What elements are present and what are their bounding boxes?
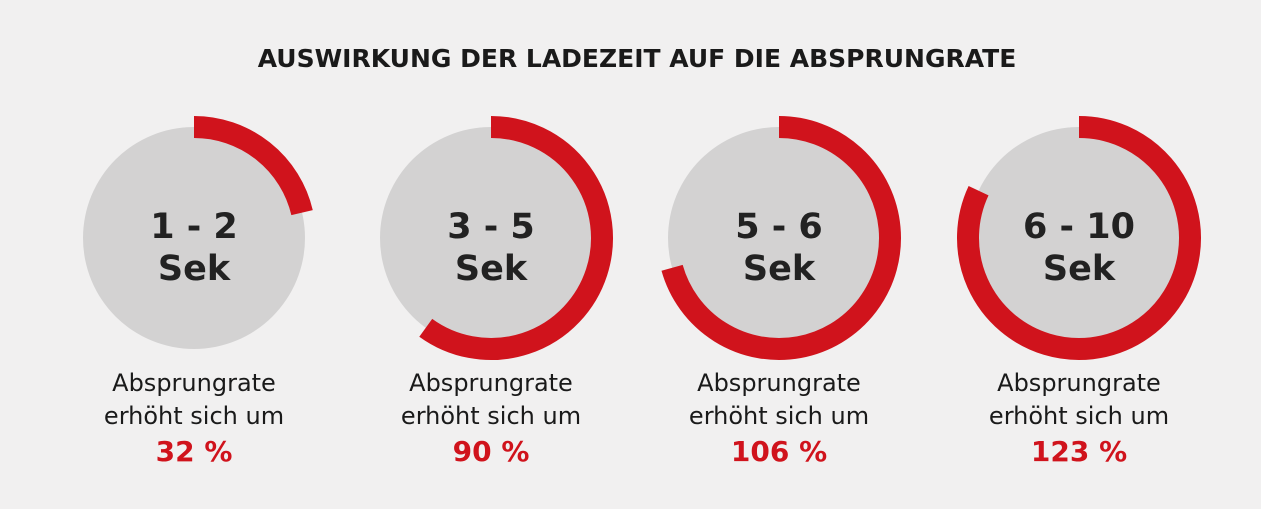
time-range-label: 6 - 10 Sek: [929, 206, 1229, 290]
caption-line-1: Absprungrate: [697, 369, 861, 397]
time-range: 1 - 2: [150, 207, 238, 247]
donut-panel-1: 1 - 2 Sek Absprungrate erhöht sich um 32…: [44, 110, 344, 490]
time-range: 5 - 6: [735, 207, 823, 247]
caption: Absprungrate erhöht sich um: [929, 367, 1229, 433]
time-range-label: 5 - 6 Sek: [629, 206, 929, 290]
donut-arc: [661, 116, 901, 360]
caption-line-2: erhöht sich um: [400, 402, 582, 430]
time-range-label: 3 - 5 Sek: [341, 206, 641, 290]
caption-line-2: erhöht sich um: [988, 402, 1170, 430]
donut-disc: [668, 127, 890, 349]
donut-chart-1: [83, 116, 313, 349]
donut-panel-3: 5 - 6 Sek Absprungrate erhöht sich um 10…: [629, 110, 929, 490]
percent-label: 106 %: [730, 435, 828, 468]
time-unit: Sek: [454, 249, 528, 289]
donut-chart-3: [661, 116, 901, 360]
caption: Absprungrate erhöht sich um: [629, 367, 929, 433]
donut-panel-4: 6 - 10 Sek Absprungrate erhöht sich um 1…: [929, 110, 1229, 490]
donut-arc: [419, 116, 613, 360]
time-unit: Sek: [157, 249, 231, 289]
chart-title: AUSWIRKUNG DER LADEZEIT AUF DIE ABSPRUNG…: [257, 44, 1017, 73]
caption-line-2: erhöht sich um: [103, 402, 285, 430]
donut-arc: [957, 116, 1201, 360]
time-range: 6 - 10: [1023, 207, 1135, 247]
caption: Absprungrate erhöht sich um: [341, 367, 641, 433]
caption: Absprungrate erhöht sich um: [44, 367, 344, 433]
percent-label: 123 %: [1030, 435, 1128, 468]
percent-label: 90 %: [452, 435, 530, 468]
donut-disc: [380, 127, 602, 349]
time-range-label: 1 - 2 Sek: [44, 206, 344, 290]
caption-line-1: Absprungrate: [997, 369, 1161, 397]
donut-disc: [968, 127, 1190, 349]
time-unit: Sek: [1042, 249, 1116, 289]
caption-line-1: Absprungrate: [409, 369, 573, 397]
time-range: 3 - 5: [447, 207, 535, 247]
donut-panel-2: 3 - 5 Sek Absprungrate erhöht sich um 90…: [341, 110, 641, 490]
caption-line-1: Absprungrate: [112, 369, 276, 397]
donut-disc: [83, 127, 305, 349]
donut-chart-4: [957, 116, 1201, 360]
donut-chart-2: [380, 116, 613, 360]
donut-arc: [193, 116, 313, 216]
time-unit: Sek: [742, 249, 816, 289]
caption-line-2: erhöht sich um: [688, 402, 870, 430]
percent-label: 32 %: [155, 435, 233, 468]
